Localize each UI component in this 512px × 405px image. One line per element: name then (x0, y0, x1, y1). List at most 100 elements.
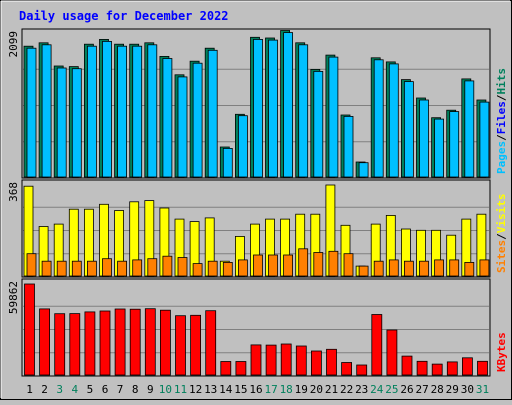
x-tick-label-8: 8 (132, 383, 139, 396)
legend-entry-pages: Pages (495, 141, 508, 174)
bar-kbytes-day-17 (265, 344, 277, 376)
legend-entry-sites: Sites (495, 240, 508, 273)
bar-kbytes-day-9 (144, 308, 156, 376)
bar-sites-day-16 (253, 254, 263, 277)
bar-sites-day-29 (449, 259, 460, 277)
bar-sites-day-8 (132, 259, 143, 277)
bar-files-day-19 (298, 44, 309, 178)
panel-middle-ymax-label: 368 (7, 182, 20, 202)
bar-sites-day-28 (434, 259, 445, 277)
bar-kbytes-day-31 (477, 360, 488, 376)
bar-kbytes-day-2 (39, 308, 50, 376)
x-tick-label-19: 19 (295, 383, 308, 396)
bar-kbytes-day-26 (401, 355, 413, 376)
bar-files-day-13 (207, 49, 218, 178)
bar-files-day-29 (449, 111, 460, 178)
legend-entry-separator: / (495, 233, 508, 240)
bar-sites-day-3 (56, 260, 67, 277)
bar-sites-day-30 (464, 261, 475, 277)
bar-kbytes-day-16 (250, 344, 262, 376)
panel-bottom-legend: KBytes (495, 332, 508, 372)
legend-entry-visits: Visits (495, 194, 508, 234)
x-tick-label-7: 7 (117, 383, 124, 396)
bar-kbytes-day-19 (295, 345, 307, 376)
bar-sites-day-4 (71, 260, 82, 277)
bar-sites-day-11 (177, 257, 188, 277)
bar-files-day-31 (479, 101, 490, 178)
bar-sites-day-19 (298, 248, 309, 277)
bar-sites-day-10 (162, 255, 173, 277)
bar-kbytes-day-21 (326, 348, 337, 376)
x-tick-label-28: 28 (431, 383, 444, 396)
panel-middle: 368 Sites/Visits (7, 179, 508, 278)
bar-files-day-20 (313, 71, 324, 178)
x-tick-label-2: 2 (41, 383, 48, 396)
bar-files-day-16 (253, 39, 263, 178)
bar-kbytes-day-3 (54, 313, 66, 376)
bar-files-day-6 (102, 41, 112, 178)
bar-sites-day-31 (479, 259, 490, 277)
bar-files-day-8 (132, 45, 143, 178)
bar-sites-day-14 (222, 261, 233, 277)
bar-files-day-3 (56, 67, 67, 178)
bar-sites-day-22 (343, 253, 354, 277)
bar-files-day-7 (117, 45, 127, 178)
bar-files-day-17 (268, 39, 278, 178)
bar-kbytes-day-29 (446, 361, 458, 376)
x-tick-label-12: 12 (189, 383, 202, 396)
bar-sites-day-27 (419, 260, 429, 277)
x-tick-label-23: 23 (355, 383, 368, 396)
bar-kbytes-day-7 (114, 308, 126, 376)
bar-kbytes-day-18 (280, 343, 292, 376)
legend-entry-separator: / (495, 94, 508, 101)
panel-top-ymax-label: 2099 (7, 31, 20, 58)
x-tick-label-15: 15 (234, 383, 247, 396)
bar-files-day-10 (162, 58, 173, 178)
x-tick-label-14: 14 (219, 383, 233, 396)
legend-entry-hits: Hits (495, 68, 508, 95)
bar-files-day-30 (464, 80, 475, 178)
x-tick-label-25: 25 (385, 383, 398, 396)
bar-files-day-5 (87, 45, 97, 178)
bar-files-day-9 (147, 44, 158, 178)
bar-kbytes-day-10 (159, 309, 171, 376)
bar-kbytes-day-30 (461, 357, 473, 376)
bar-kbytes-day-22 (341, 362, 353, 376)
x-tick-label-30: 30 (461, 383, 474, 396)
x-tick-label-9: 9 (147, 383, 154, 396)
bar-kbytes-day-24 (371, 314, 383, 376)
bar-kbytes-day-14 (220, 361, 232, 376)
x-tick-label-4: 4 (71, 383, 78, 396)
bar-sites-day-24 (373, 260, 384, 277)
x-tick-label-26: 26 (400, 383, 413, 396)
bar-files-day-24 (373, 59, 384, 178)
bar-files-day-12 (192, 62, 203, 178)
bar-files-day-26 (403, 81, 414, 178)
bar-files-day-23 (358, 162, 369, 178)
bar-kbytes-day-8 (129, 308, 141, 376)
x-tick-label-1: 1 (26, 383, 33, 396)
panel-bottom-ymax-label: 59862 (7, 281, 20, 314)
x-tick-label-31: 31 (476, 383, 489, 396)
bar-files-day-22 (343, 116, 354, 178)
bar-sites-day-5 (87, 260, 97, 277)
bar-kbytes-day-1 (24, 283, 35, 376)
bar-kbytes-day-28 (431, 363, 443, 376)
x-tick-label-3: 3 (56, 383, 63, 396)
x-tick-label-11: 11 (174, 383, 187, 396)
bar-sites-day-9 (147, 258, 158, 277)
x-tick-label-21: 21 (325, 383, 338, 396)
x-tick-label-27: 27 (415, 383, 428, 396)
bar-sites-day-13 (207, 260, 218, 277)
bar-files-day-4 (71, 68, 82, 178)
bar-sites-day-26 (403, 260, 414, 277)
bar-files-day-11 (177, 76, 188, 178)
bar-kbytes-day-20 (310, 350, 322, 376)
bar-sites-day-18 (283, 254, 294, 277)
bar-kbytes-day-15 (235, 361, 247, 376)
bar-kbytes-day-27 (416, 360, 428, 376)
bar-sites-day-2 (41, 260, 52, 277)
